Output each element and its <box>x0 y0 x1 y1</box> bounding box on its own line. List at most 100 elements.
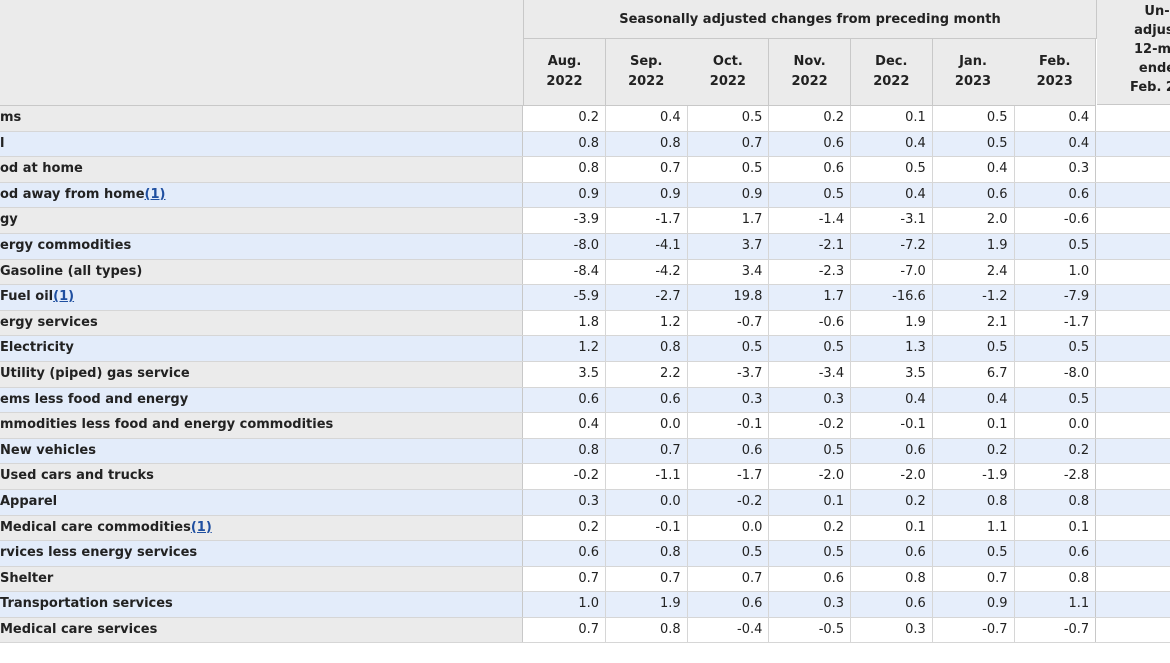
row-label: Utility (piped) gas service <box>0 361 523 387</box>
value-cell: 1.0 <box>1014 259 1097 285</box>
value-cell: -0.7 <box>1014 617 1097 643</box>
value-cell: -7.0 <box>851 259 933 285</box>
row-label: Electricity <box>0 336 523 361</box>
value-cell: -1.7 <box>606 208 688 233</box>
value-cell: 3.7 <box>687 233 770 259</box>
footnote-link[interactable]: (1) <box>144 186 166 202</box>
footnote-link[interactable]: (1) <box>53 289 75 305</box>
table-row: l 0.8 0.8 0.7 0.6 0.4 0.5 0.4 <box>0 131 1170 158</box>
value-cell: 0.6 <box>933 182 1015 208</box>
row-label-text: Utility (piped) gas service <box>0 365 190 381</box>
year-label: 2023 <box>954 74 992 89</box>
row-label-text: Used cars and trucks <box>0 468 154 484</box>
value-cell: -0.5 <box>769 617 852 643</box>
item-column-header <box>0 0 524 106</box>
value-cell: 0.7 <box>606 157 688 182</box>
table-row: Used cars and trucks -0.2 -1.1 -1.7 -2.0 -2.0… <box>0 464 1170 490</box>
value-cell: 1.1 <box>933 515 1015 541</box>
value-cell: 0.8 <box>606 131 688 157</box>
month-column-header: Aug. 2022 <box>524 39 606 106</box>
unadjusted-cell <box>1097 106 1170 131</box>
unadjusted-cell <box>1097 592 1170 617</box>
value-cell: 0.6 <box>606 387 688 413</box>
row-label: l <box>0 131 523 157</box>
value-cell: -1.2 <box>933 285 1015 310</box>
row-label-text: l <box>0 135 5 151</box>
value-cell: 2.1 <box>933 310 1015 336</box>
unadjusted-cell <box>1097 362 1170 387</box>
value-cell: 0.7 <box>606 566 688 592</box>
month-label: Jan. <box>959 54 987 69</box>
value-cell: 19.8 <box>687 285 770 310</box>
month-label: Sep. <box>629 54 663 69</box>
value-cell: 0.9 <box>933 592 1015 617</box>
row-label: ems less food and energy <box>0 387 523 413</box>
row-label-text: Medical care services <box>0 621 158 637</box>
value-cell: -1.7 <box>1014 310 1097 336</box>
row-label: gy <box>0 208 523 233</box>
value-cell: 0.1 <box>1014 515 1097 541</box>
year-label: 2023 <box>1036 74 1073 89</box>
table-row: gy -3.9 -1.7 1.7 -1.4 -3.1 2.0 -0.6 <box>0 208 1170 234</box>
row-label-text: Shelter <box>0 570 54 586</box>
value-cell: 0.2 <box>1014 438 1097 464</box>
value-cell: -3.4 <box>769 361 852 387</box>
value-cell: -0.1 <box>687 413 770 438</box>
value-cell: 0.3 <box>769 592 852 617</box>
unadjusted-cell <box>1097 208 1170 233</box>
value-cell: 0.4 <box>851 131 933 157</box>
table-row: Apparel 0.3 0.0 -0.2 0.1 0.2 0.8 0.8 <box>0 489 1170 516</box>
table-row: Gasoline (all types) -8.4 -4.2 3.4 -2.3 -7.0 2… <box>0 259 1170 286</box>
value-cell: 0.5 <box>933 336 1015 361</box>
value-cell: 0.4 <box>524 413 606 438</box>
value-cell: 0.2 <box>933 438 1015 464</box>
value-cell: -7.2 <box>851 233 933 259</box>
value-cell: -0.4 <box>687 617 770 643</box>
table-row: New vehicles 0.8 0.7 0.6 0.5 0.6 0.2 0.2 <box>0 438 1170 465</box>
row-label-text: gy <box>0 212 18 228</box>
row-label-text: od away from home <box>0 186 145 202</box>
row-label: Used cars and trucks <box>0 464 523 489</box>
row-label-text: ergy commodities <box>0 237 132 253</box>
value-cell: 0.2 <box>524 106 606 131</box>
row-label-text: Electricity <box>0 340 74 356</box>
row-label: Medical care services <box>0 617 523 643</box>
value-cell: 0.3 <box>524 489 606 515</box>
unadjusted-cell <box>1097 516 1170 541</box>
row-label: mmodities less food and energy commoditi… <box>0 413 523 438</box>
value-cell: 0.6 <box>524 541 606 566</box>
value-cell: 1.2 <box>606 310 688 336</box>
value-cell: -8.0 <box>1014 361 1097 387</box>
month-column-header: Feb. 2023 <box>1014 39 1097 106</box>
value-cell: 0.3 <box>851 617 933 643</box>
month-label: Feb. <box>1038 54 1071 69</box>
value-cell: 0.5 <box>687 541 770 566</box>
unadjusted-cell <box>1097 541 1170 566</box>
value-cell: -8.0 <box>524 233 606 259</box>
table-row: Transportation services 1.0 1.9 0.6 0.3 0.6 0.… <box>0 592 1170 618</box>
value-cell: 0.7 <box>524 566 606 592</box>
value-cell: 0.5 <box>851 157 933 182</box>
unadjusted-cell <box>1097 388 1170 413</box>
value-cell: 0.8 <box>606 336 688 361</box>
row-label: Transportation services <box>0 592 523 617</box>
unadjusted-cell <box>1097 439 1170 464</box>
unadjusted-cell <box>1097 183 1170 208</box>
unadjusted-cell <box>1097 618 1170 643</box>
value-cell: 2.4 <box>933 259 1015 285</box>
value-cell: -5.9 <box>524 285 606 310</box>
value-cell: 0.8 <box>1014 566 1097 592</box>
row-label: ergy services <box>0 310 523 336</box>
row-label-text: Gasoline (all types) <box>0 263 143 279</box>
unadjusted-cell <box>1097 311 1170 336</box>
unadjusted-cell <box>1097 336 1170 361</box>
value-cell: -3.9 <box>524 208 606 233</box>
unadjusted-header-line: Feb. 20 <box>1129 80 1170 95</box>
footnote-link[interactable]: (1) <box>190 519 212 535</box>
value-cell: 0.4 <box>933 157 1015 182</box>
value-cell: -2.7 <box>606 285 688 310</box>
value-cell: -1.7 <box>687 464 770 489</box>
year-label: 2022 <box>628 74 665 89</box>
year-label: 2022 <box>791 74 828 89</box>
